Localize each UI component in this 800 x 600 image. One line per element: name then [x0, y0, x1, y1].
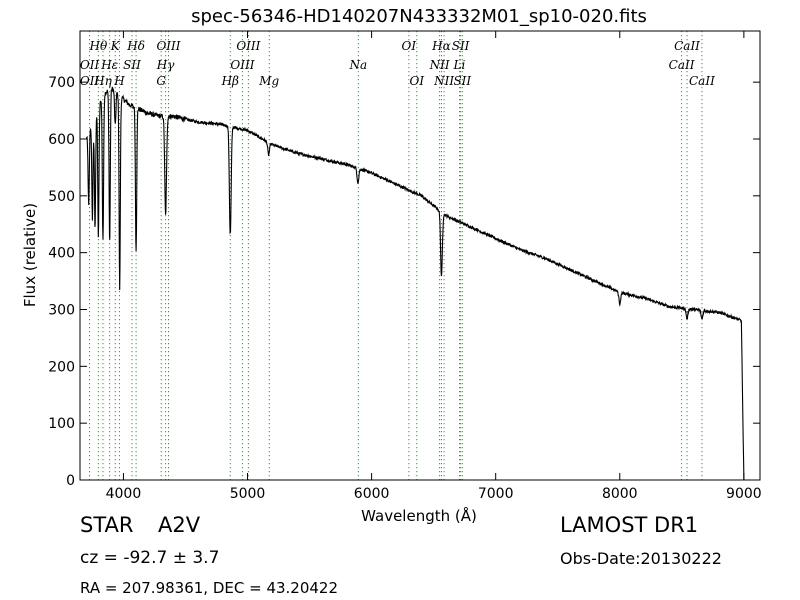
- y-axis: 0 100 200 300 400 500 600 700: [48, 75, 760, 489]
- y-axis-label: Flux (relative): [21, 203, 39, 307]
- line-marker-label: SII: [453, 74, 471, 88]
- line-marker-label: Li: [453, 58, 466, 72]
- line-marker-label: OII: [80, 74, 100, 88]
- y-tick-label: 300: [48, 302, 75, 318]
- ra-dec-coordinates: RA = 207.98361, DEC = 43.20422: [80, 579, 339, 597]
- line-marker-label: OI: [402, 39, 417, 53]
- spectrum-line: [85, 86, 745, 481]
- x-axis: 4000 5000 6000 7000 8000 9000: [106, 31, 762, 502]
- line-marker-label: OII: [80, 58, 100, 72]
- object-class: STAR: [80, 513, 134, 537]
- x-tick-label: 4000: [106, 486, 142, 502]
- line-marker-label: Hα: [431, 39, 451, 53]
- line-marker-label: Hε: [100, 58, 118, 72]
- x-tick-label: 8000: [602, 486, 638, 502]
- line-marker-label: Hθ: [89, 39, 108, 53]
- line-marker-label: OI: [409, 74, 424, 88]
- line-marker-label: Mg: [258, 74, 279, 88]
- line-marker-label: NII: [429, 58, 450, 72]
- line-markers: [89, 31, 703, 480]
- line-marker-label: CaII: [674, 39, 700, 53]
- line-marker-label: CaII: [689, 74, 715, 88]
- line-marker-label: Hδ: [126, 39, 145, 53]
- y-tick-label: 100: [48, 416, 75, 432]
- x-axis-label: Wavelength (Å): [361, 506, 477, 525]
- line-marker-label: SII: [123, 58, 141, 72]
- chart-title: spec-56346-HD140207N433332M01_sp10-020.f…: [191, 6, 647, 27]
- line-marker-label: Na: [349, 58, 368, 72]
- x-tick-label: 6000: [354, 486, 390, 502]
- redshift-cz: cz = -92.7 ± 3.7: [80, 548, 220, 568]
- line-marker-label: SII: [452, 39, 470, 53]
- y-tick-label: 700: [48, 75, 75, 91]
- line-marker-label: Hγ: [156, 58, 175, 72]
- y-tick-label: 400: [48, 246, 75, 262]
- line-marker-label: Hβ: [221, 74, 239, 88]
- x-tick-label: 7000: [478, 486, 514, 502]
- observation-date: Obs-Date:20130222: [560, 549, 722, 568]
- y-tick-label: 0: [66, 473, 75, 489]
- survey-name: LAMOST DR1: [560, 513, 699, 537]
- line-marker-label: OIII: [230, 58, 254, 72]
- line-marker-label: OIII: [156, 39, 180, 53]
- line-marker-label: G: [156, 74, 166, 88]
- x-tick-label: 5000: [230, 486, 266, 502]
- line-marker-label: K: [110, 39, 121, 53]
- line-marker-label: OIII: [236, 39, 260, 53]
- plot-frame: [79, 30, 761, 481]
- x-tick-label: 9000: [726, 486, 762, 502]
- y-tick-label: 200: [48, 359, 75, 375]
- line-marker-label: CaII: [669, 58, 695, 72]
- y-tick-label: 600: [48, 132, 75, 148]
- line-marker-label: Hη: [93, 74, 112, 88]
- line-marker-label: NII: [433, 74, 454, 88]
- line-marker-label: H: [113, 74, 125, 88]
- y-tick-label: 500: [48, 189, 75, 205]
- object-subclass: A2V: [158, 513, 201, 537]
